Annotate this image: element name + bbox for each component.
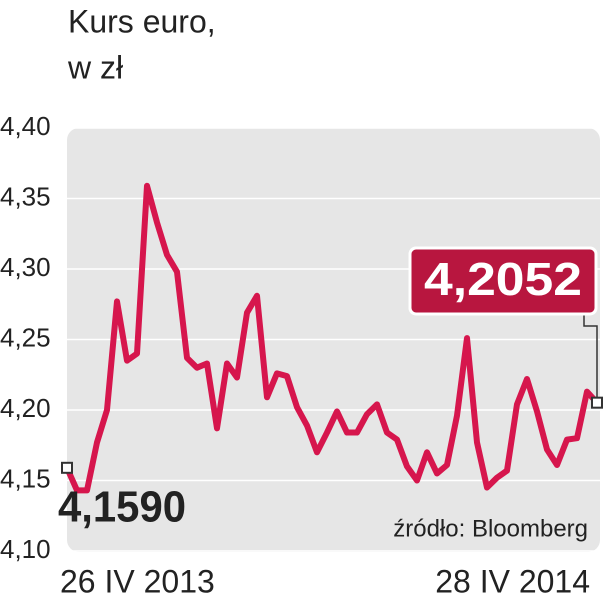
y-tick-label: 4,30 (0, 252, 51, 282)
point-marker (591, 396, 603, 409)
y-tick-label: 4,25 (0, 322, 51, 352)
value-label: 4,1590 (58, 483, 186, 532)
y-tick-label: 4,10 (0, 534, 51, 564)
chart-title: Kurs euro, (68, 3, 216, 39)
point-marker (61, 461, 73, 474)
value-label: 4,2052 (424, 253, 582, 305)
connector (583, 312, 598, 403)
x-tick-label: 28 IV 2014 (435, 563, 590, 599)
y-tick-label: 4,20 (0, 393, 51, 423)
label-box (408, 246, 598, 316)
chart-subtitle: w zł (67, 49, 123, 85)
y-tick-label: 4,40 (0, 111, 51, 141)
source: źródło: Bloomberg (393, 515, 588, 542)
y-tick-label: 4,15 (0, 463, 51, 493)
line (64, 182, 600, 494)
y-tick-label: 4,35 (0, 181, 51, 211)
x-tick-label: 26 IV 2013 (60, 563, 215, 599)
